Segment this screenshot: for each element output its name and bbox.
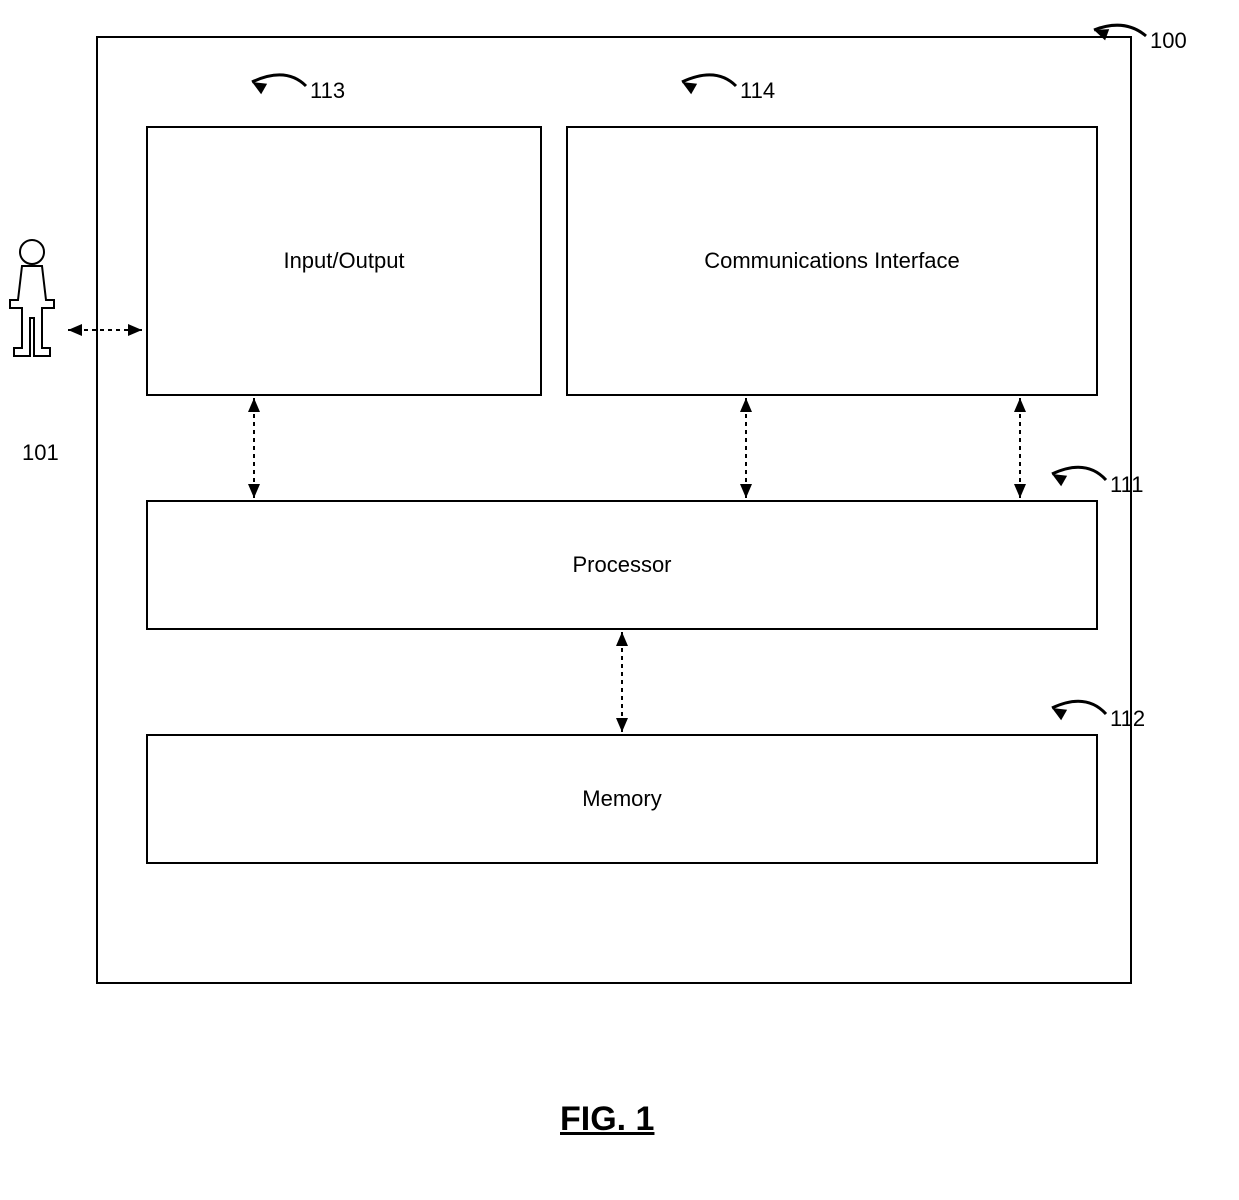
io-box-label: Input/Output bbox=[283, 248, 404, 274]
processor-box-label: Processor bbox=[572, 552, 671, 578]
ref-label-114: 114 bbox=[740, 78, 775, 104]
comm-box-label: Communications Interface bbox=[704, 248, 960, 274]
ref-label-100: 100 bbox=[1150, 28, 1187, 54]
ref-label-111: 111 bbox=[1110, 472, 1143, 498]
processor-box: Processor bbox=[146, 500, 1098, 630]
io-box: Input/Output bbox=[146, 126, 542, 396]
comm-interface-box: Communications Interface bbox=[566, 126, 1098, 396]
user-icon bbox=[10, 240, 54, 356]
ref-label-101: 101 bbox=[22, 440, 59, 466]
memory-box: Memory bbox=[146, 734, 1098, 864]
memory-box-label: Memory bbox=[582, 786, 661, 812]
ref-label-112: 112 bbox=[1110, 706, 1145, 732]
figure-title: FIG. 1 bbox=[560, 1100, 654, 1139]
ref-label-113: 113 bbox=[310, 78, 345, 104]
